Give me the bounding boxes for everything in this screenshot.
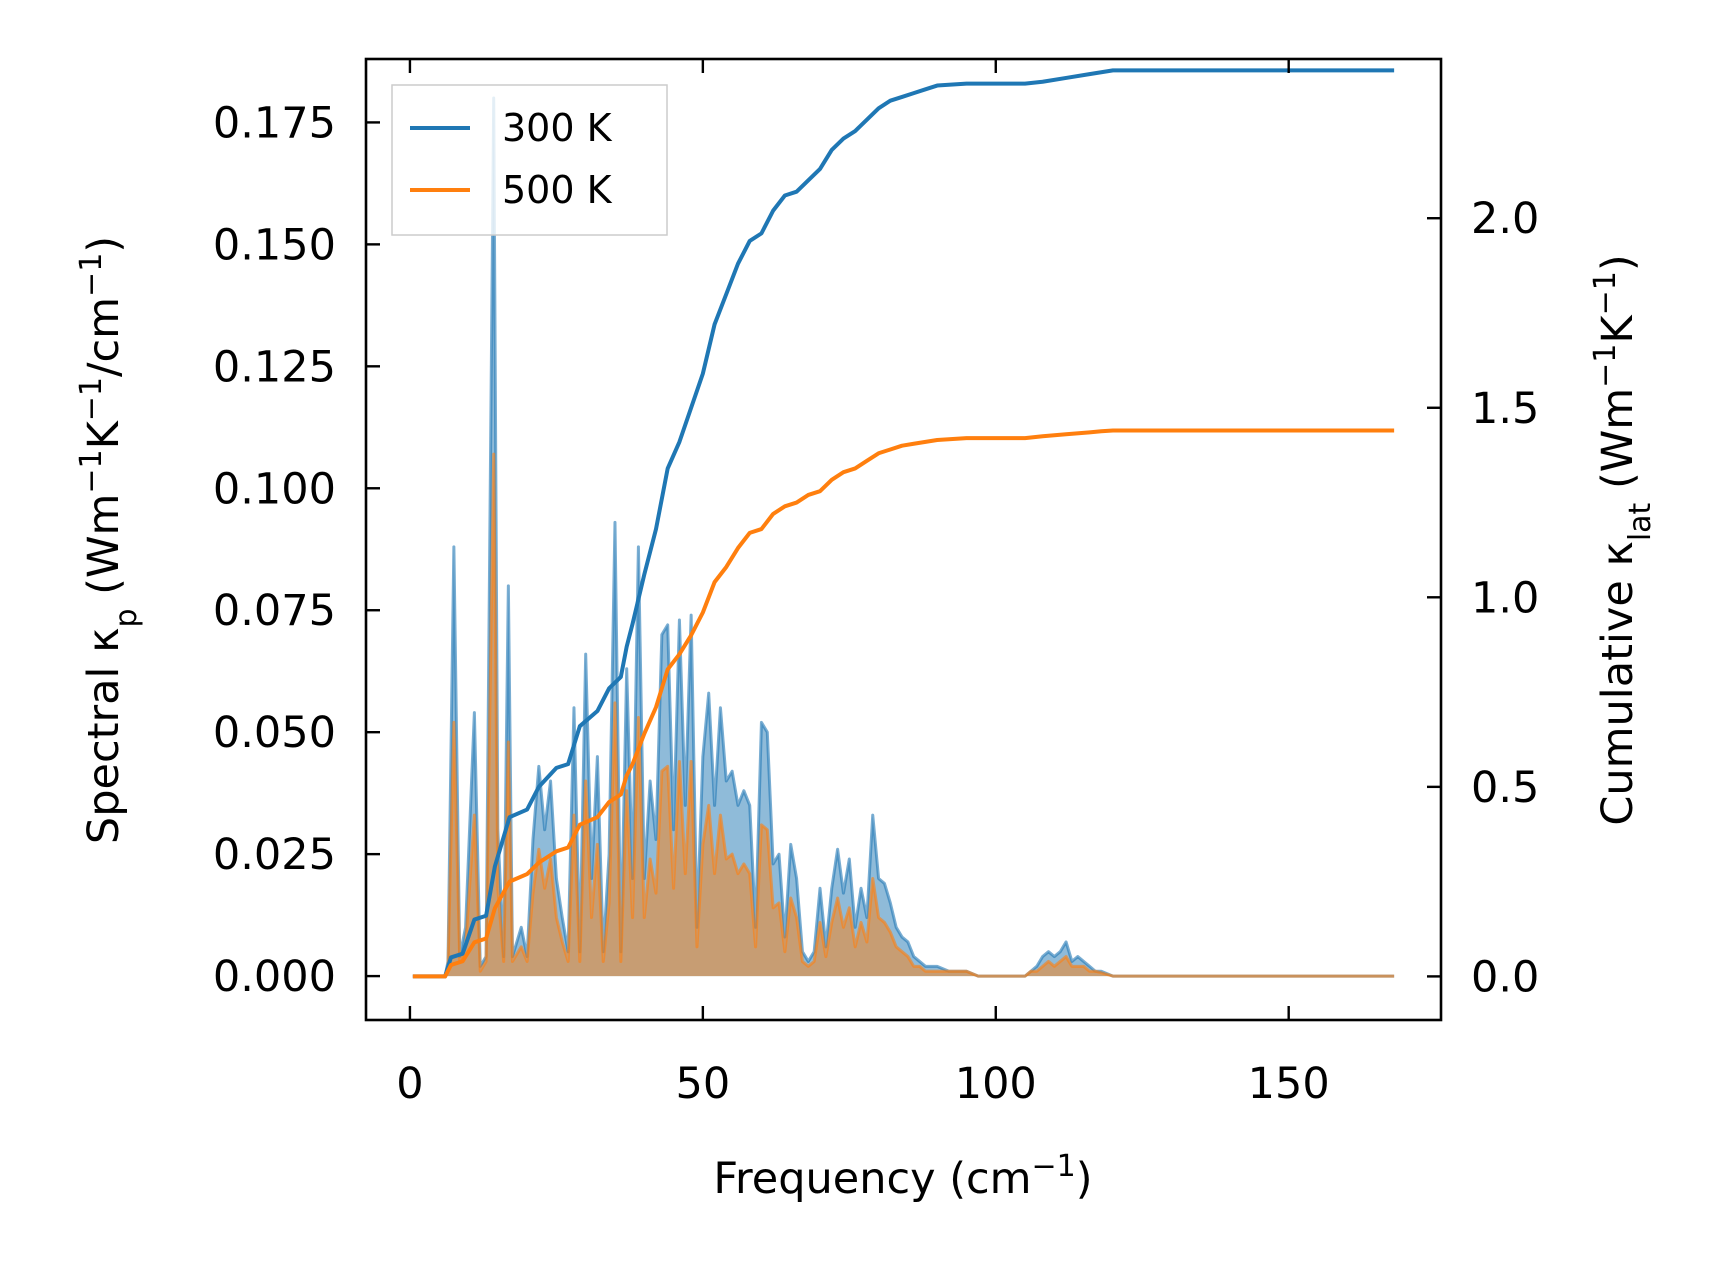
y-left-tick-label: 0.050	[213, 708, 336, 758]
cumulative-line-500k	[412, 428, 1395, 979]
series-line-group	[412, 68, 1395, 979]
y-left-tick-label: 0.125	[213, 342, 336, 392]
y-left-tick-label: 0.000	[213, 952, 336, 1002]
cumulative-line-300k	[412, 68, 1395, 979]
plot-frame	[364, 57, 1443, 1022]
y-left-tick-label: 0.150	[213, 220, 336, 270]
y-left-tick-label: 0.025	[213, 830, 336, 880]
y-right-tick-label: 2.0	[1471, 194, 1539, 244]
y-left-tick-label: 0.100	[213, 464, 336, 514]
spectral-fill-group	[412, 96, 1395, 978]
legend-box	[391, 84, 668, 236]
tick-group	[366, 59, 1441, 1020]
x-axis-title: Frequency (cm−1)	[713, 1149, 1092, 1205]
y-right-tick-label: 0.0	[1471, 952, 1539, 1002]
y-left-tick-label: 0.075	[213, 586, 336, 636]
x-tick-label: 0	[396, 1059, 423, 1109]
legend: 300 K 500 K	[391, 84, 668, 236]
tick-label-group: 0 50 100 150 0.000 0.025 0.050 0.075 0.100 0.125 0…	[213, 98, 1540, 1109]
y-right-tick-label: 1.5	[1471, 384, 1539, 434]
x-tick-label: 100	[955, 1059, 1037, 1109]
legend-label-300k: 300 K	[502, 106, 613, 150]
x-tick-label: 50	[675, 1059, 730, 1109]
y-right-tick-label: 0.5	[1471, 763, 1539, 813]
x-tick-label: 150	[1248, 1059, 1330, 1109]
legend-label-500k: 500 K	[502, 168, 613, 212]
spectral-line-500k	[412, 452, 1395, 978]
y-left-tick-label: 0.175	[213, 98, 336, 148]
y-right-tick-label: 1.0	[1471, 573, 1539, 623]
